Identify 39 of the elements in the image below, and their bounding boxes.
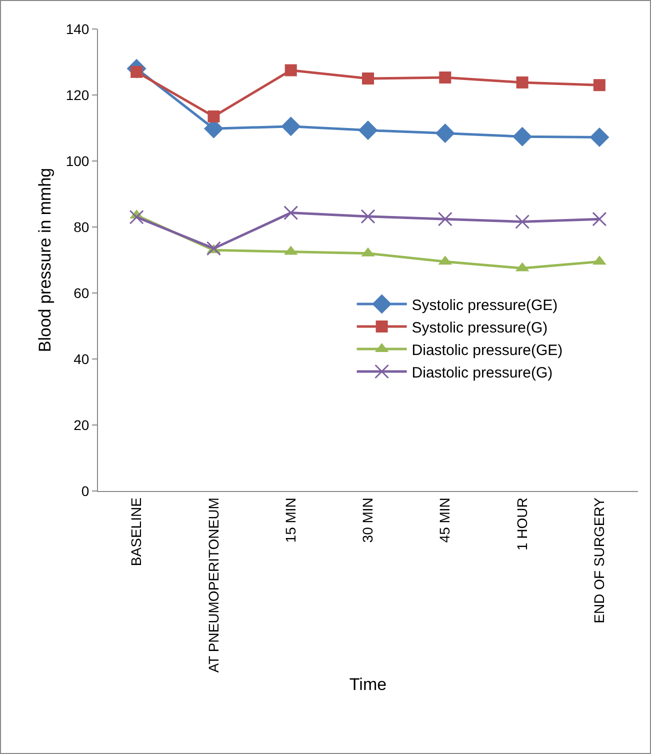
point xyxy=(512,126,532,146)
point xyxy=(515,214,530,229)
point xyxy=(208,110,220,122)
legend-label: Diastolic pressure(G) xyxy=(412,364,553,382)
point xyxy=(360,209,376,224)
y-tick-label: 0 xyxy=(81,482,90,499)
y-tick-label: 60 xyxy=(74,284,90,301)
point xyxy=(592,212,607,226)
y-tick-label: 140 xyxy=(66,20,90,37)
x-tick-label: END OF SURGERY xyxy=(590,496,607,624)
x-tick-label: 45 MIN xyxy=(436,498,453,543)
x-tick-label: 30 MIN xyxy=(360,498,376,543)
point xyxy=(439,72,452,84)
point xyxy=(435,124,455,144)
y-tick-label: 80 xyxy=(74,218,90,235)
point xyxy=(362,72,374,84)
y-tick-label: 120 xyxy=(66,86,90,103)
x-tick-label: 1 HOUR xyxy=(514,498,530,551)
x-axis-title: Time xyxy=(349,675,387,694)
legend-label: Diastolic pressure(GE) xyxy=(412,342,563,359)
y-tick-label: 40 xyxy=(74,350,90,367)
y-tick-label: 20 xyxy=(74,416,90,433)
x-tick-label: BASELINE xyxy=(128,498,144,566)
x-tick-label: 15 MIN xyxy=(282,498,298,543)
point xyxy=(281,116,301,136)
point xyxy=(590,127,610,147)
point xyxy=(438,212,452,226)
point xyxy=(206,241,221,256)
legend-label: Systolic pressure(GE) xyxy=(412,296,558,314)
point xyxy=(516,76,528,88)
point xyxy=(284,64,297,76)
point xyxy=(284,206,298,220)
x-tick-label: AT PNEUMOPERITONEUM xyxy=(205,498,222,673)
y-tick-label: 100 xyxy=(66,152,90,169)
point xyxy=(358,120,378,140)
point xyxy=(593,79,606,92)
legend-label: Systolic pressure(G) xyxy=(412,319,548,336)
y-axis-title: Blood pressure in mmhg xyxy=(35,168,54,352)
point xyxy=(129,210,144,224)
